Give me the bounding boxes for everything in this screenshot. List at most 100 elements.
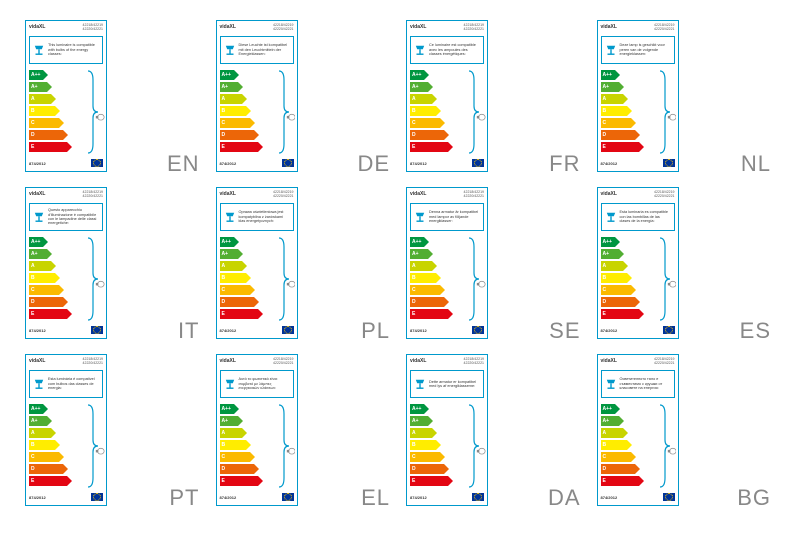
energy-chart: A++ A+ A B C D [220,68,294,156]
product-codes: 42218/4221942220/42221 [654,24,674,32]
lamp-icon [223,210,237,224]
info-box: Questo apparecchio d'illuminazione è com… [29,203,103,231]
eu-flag-icon [663,159,675,167]
compatibility-text: Esta luminária é compatível com bulbos d… [48,377,100,390]
energy-bars: A++ A+ A B C D [29,70,83,154]
lamp-icon [413,377,427,391]
energy-bar-E: E [601,142,655,152]
energy-bar-label: A [222,263,226,269]
regulation-code: 874/2012 [220,161,237,166]
label-cell-fr: vidaXL 42218/4221942220/42221 Ce luminai… [406,20,585,179]
energy-bar-label: D [222,299,226,305]
card-header: vidaXL 42218/4221942220/42221 [601,24,675,34]
card-footer: 874/2012 [601,492,675,502]
energy-bar-label: A+ [603,84,610,90]
energy-bar-C: C [410,118,464,128]
eu-flag-icon [91,493,103,501]
language-code: NL [741,151,771,177]
energy-bars: A++ A+ A B C D [601,237,655,321]
energy-bars: A++ A+ A B C D [220,70,274,154]
bulb-icon [286,113,296,121]
brand-name: vidaXL [601,358,617,364]
energy-bar-label: E [222,144,225,150]
energy-bar-A: A [29,261,83,271]
regulation-code: 874/2012 [410,161,427,166]
energy-bar-E: E [410,476,464,486]
card-footer: 874/2012 [410,492,484,502]
label-cell-pt: vidaXL 42218/4221942220/42221 Esta lumin… [25,354,204,513]
energy-chart: A++ A+ A B C D [410,402,484,490]
energy-bar-E: E [220,142,274,152]
energy-bar-A: A [601,94,655,104]
energy-bar-A: A [220,261,274,271]
label-cell-it: vidaXL 42218/4221942220/42221 Questo app… [25,187,204,346]
compatibility-text: Esta luminaria es compatible con las bom… [620,210,672,223]
info-box: Diese Leuchte ist kompatibel mit den Leu… [220,36,294,64]
product-codes: 42218/4221942220/42221 [464,24,484,32]
energy-bar-Aplus: A+ [220,249,274,259]
energy-bar-label: B [31,442,35,448]
energy-chart: A++ A+ A B C D [601,235,675,323]
energy-bar-D: D [410,464,464,474]
lamp-icon [223,377,237,391]
energy-bar-A: A [410,261,464,271]
energy-label-card: vidaXL 42218/4221942220/42221 Ce luminai… [406,20,488,172]
product-codes: 42218/4221942220/42221 [273,191,293,199]
energy-bar-E: E [29,476,83,486]
energy-bar-Aplusplus: A++ [601,237,655,247]
energy-bar-C: C [220,285,274,295]
card-footer: 874/2012 [220,492,294,502]
language-code: PL [361,318,390,344]
card-footer: 874/2012 [410,158,484,168]
info-box: Denna armatur är kompatibel med lampor a… [410,203,484,231]
energy-label-card: vidaXL 42218/4221942220/42221 Denna arma… [406,187,488,339]
card-header: vidaXL 42218/4221942220/42221 [601,191,675,201]
card-footer: 874/2012 [410,325,484,335]
bulb-icon [476,113,486,121]
bulb-icon [476,447,486,455]
energy-bar-Aplusplus: A++ [29,70,83,80]
compatibility-text: Ce luminaire est compatible avec les amp… [429,43,481,56]
energy-bar-Aplus: A+ [29,249,83,259]
energy-bar-label: C [222,454,226,460]
compatibility-text: Questo apparecchio d'illuminazione è com… [48,208,100,225]
energy-bars: A++ A+ A B C D [410,404,464,488]
energy-chart: A++ A+ A B C D [29,402,103,490]
product-codes: 42218/4221942220/42221 [654,358,674,366]
energy-bar-A: A [29,428,83,438]
energy-bar-C: C [220,452,274,462]
energy-bar-label: C [412,120,416,126]
energy-chart: A++ A+ A B C D [29,235,103,323]
energy-bar-D: D [601,130,655,140]
language-code: BG [737,485,771,511]
eu-flag-icon [91,159,103,167]
energy-bar-label: D [412,466,416,472]
energy-bar-B: B [29,106,83,116]
energy-bar-label: E [412,311,415,317]
energy-bar-label: A+ [222,84,229,90]
energy-bar-Aplusplus: A++ [410,237,464,247]
eu-flag-icon [282,493,294,501]
energy-bar-label: A [412,263,416,269]
energy-bar-E: E [601,476,655,486]
energy-label-card: vidaXL 42218/4221942220/42221 Осветителн… [597,354,679,506]
energy-bar-B: B [220,273,274,283]
energy-bars: A++ A+ A B C D [410,237,464,321]
compatibility-text: Deze lamp is geschikt voor peren van de … [620,43,672,56]
brand-name: vidaXL [29,358,45,364]
energy-chart: A++ A+ A B C D [601,68,675,156]
energy-bar-D: D [220,297,274,307]
compatibility-text: Oprawa oświetleniowa jest kompatybilna z… [239,210,291,223]
energy-bar-label: C [603,120,607,126]
info-box: Esta luminária é compatível com bulbos d… [29,370,103,398]
energy-bar-label: A+ [31,251,38,257]
energy-bar-D: D [601,297,655,307]
energy-chart: A++ A+ A B C D [601,402,675,490]
energy-bar-B: B [410,440,464,450]
energy-bar-label: D [412,299,416,305]
energy-bar-A: A [601,261,655,271]
energy-chart: A++ A+ A B C D [29,68,103,156]
energy-bar-label: D [603,132,607,138]
energy-bar-label: B [222,442,226,448]
card-header: vidaXL 42218/4221942220/42221 [29,191,103,201]
